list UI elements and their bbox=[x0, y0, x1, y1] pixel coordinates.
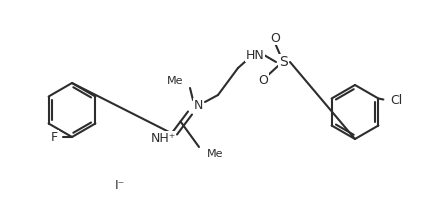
Text: NH⁺: NH⁺ bbox=[150, 131, 176, 144]
Text: Cl: Cl bbox=[391, 94, 403, 107]
Text: F: F bbox=[51, 130, 58, 143]
Text: O: O bbox=[270, 32, 280, 45]
Text: O: O bbox=[258, 74, 268, 87]
Text: Me: Me bbox=[166, 76, 183, 86]
Text: S: S bbox=[279, 55, 287, 69]
Text: N: N bbox=[193, 98, 203, 112]
Text: HN: HN bbox=[246, 49, 264, 62]
Text: I⁻: I⁻ bbox=[115, 178, 125, 192]
Text: Me: Me bbox=[207, 149, 223, 159]
